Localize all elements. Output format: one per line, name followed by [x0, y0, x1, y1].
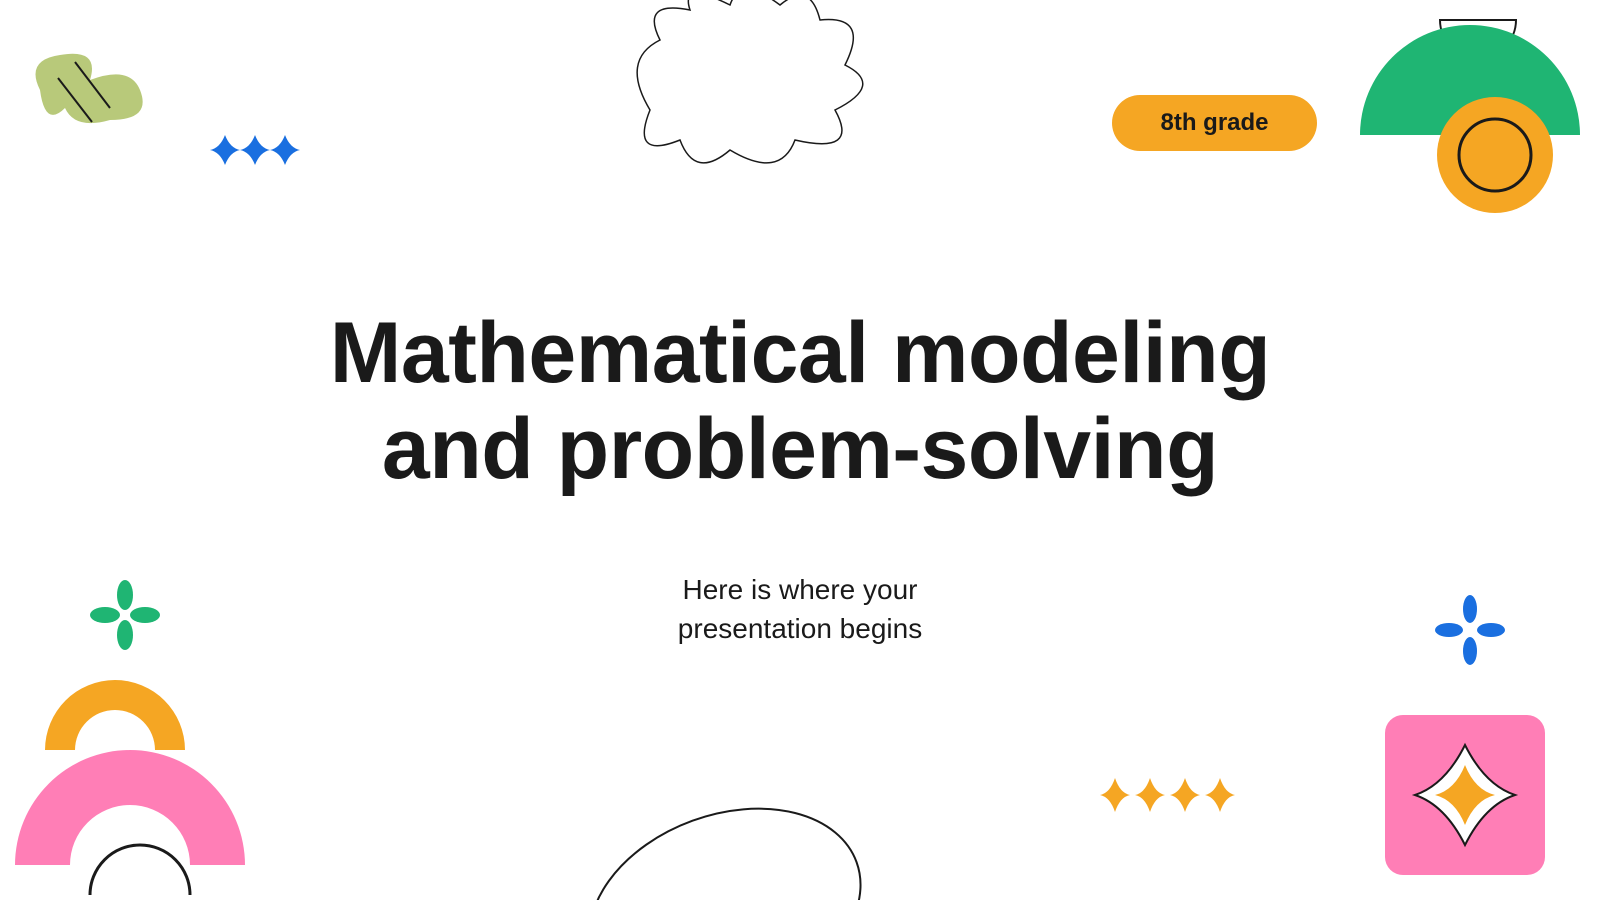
blue-plus-icon [1435, 595, 1505, 665]
top-right-figure-icon [1340, 0, 1600, 220]
slide-subtitle: Here is where your presentation begins [560, 570, 1040, 648]
orange-dots-icon [1095, 770, 1245, 820]
subtitle-text: Here is where your presentation begins [678, 574, 922, 644]
bottom-oval-icon [570, 770, 880, 900]
top-scribble-icon [610, 0, 890, 180]
olive-blob-icon [20, 30, 170, 140]
green-plus-icon [90, 580, 160, 650]
blue-sparkles-icon [195, 120, 315, 180]
slide-title: Mathematical modeling and problem-solvin… [250, 305, 1350, 498]
bottom-left-arches-icon [15, 680, 265, 900]
title-text: Mathematical modeling and problem-solvin… [330, 305, 1270, 497]
grade-badge: 8th grade [1112, 95, 1317, 151]
pink-square-star-icon [1380, 710, 1550, 880]
presentation-slide: 8th grade Mathematical modeling and prob… [0, 0, 1600, 900]
